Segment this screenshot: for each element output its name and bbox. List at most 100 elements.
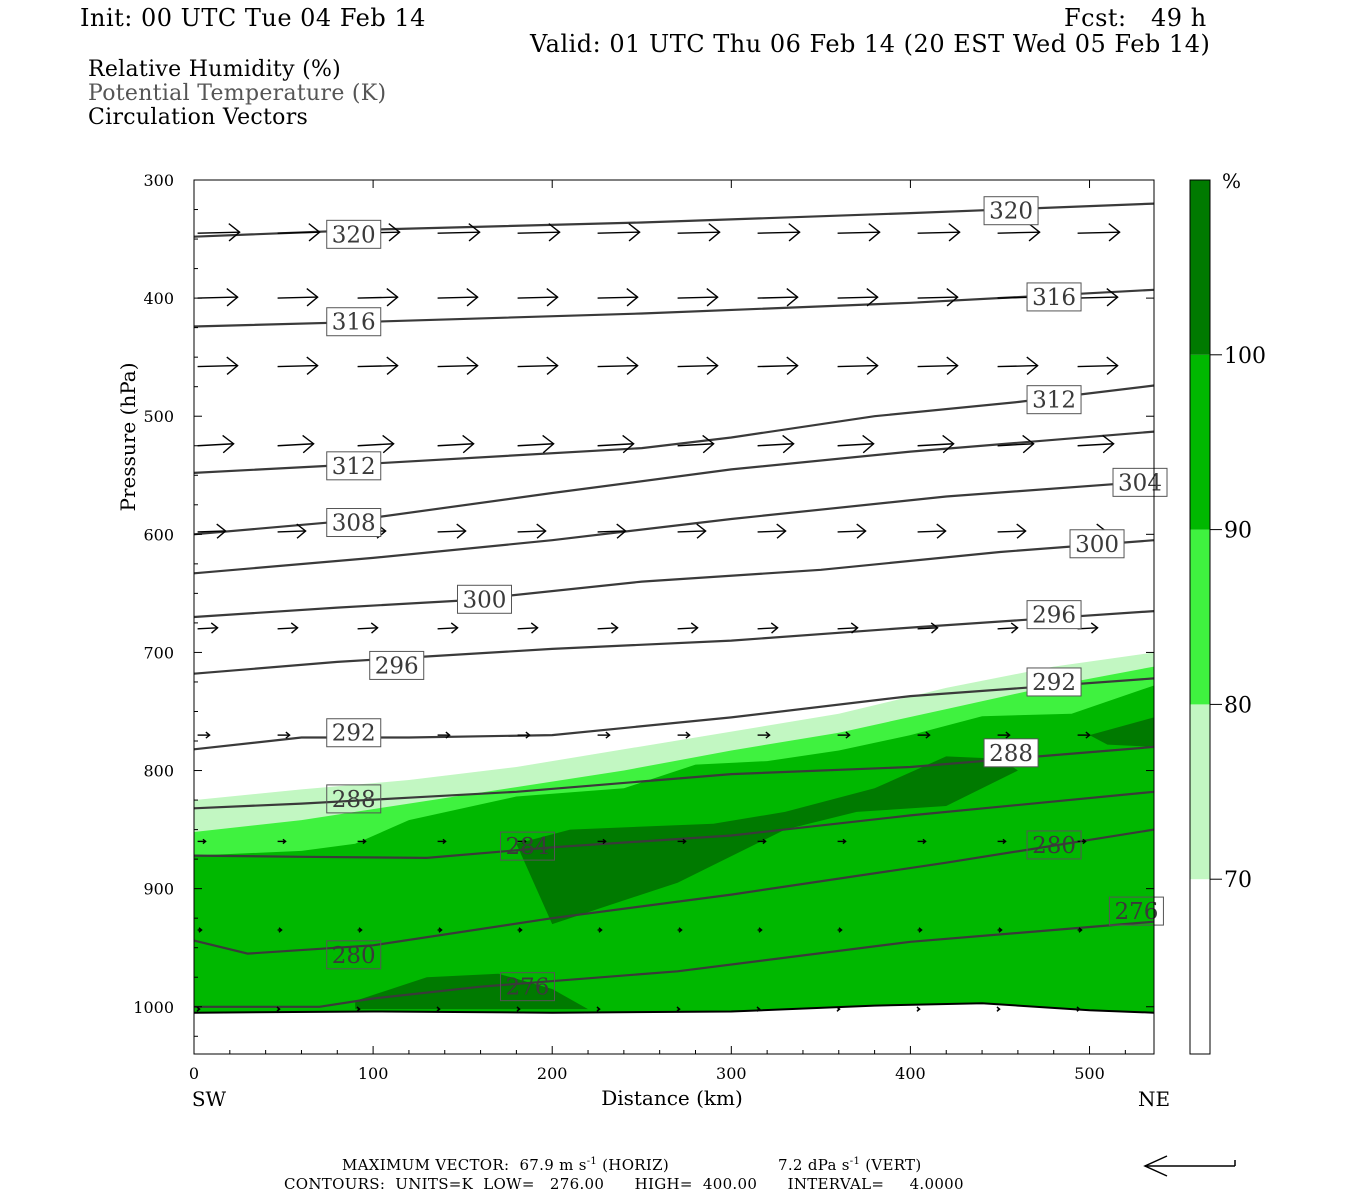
circulation-vector xyxy=(597,288,639,307)
theta-label-box xyxy=(983,738,1039,768)
circulation-vector xyxy=(837,434,875,454)
colorbar-segment xyxy=(1190,180,1210,355)
circulation-vector xyxy=(197,622,219,634)
circulation-vector xyxy=(677,434,715,454)
theta-label-box xyxy=(1069,529,1125,559)
vert-vector-label: (VERT) xyxy=(865,1156,922,1174)
circulation-vector xyxy=(357,288,399,307)
circulation-vector xyxy=(597,838,607,845)
theta-label: 292 xyxy=(1032,670,1076,696)
circulation-vector xyxy=(357,434,395,454)
max-vector-text: MAXIMUM VECTOR: 67.9 m s-1 (HORIZ) xyxy=(342,1156,669,1174)
circulation-vector xyxy=(757,223,801,242)
theta-contour-280 xyxy=(193,828,1155,955)
circulation-vector xyxy=(997,523,1027,539)
circulation-vector xyxy=(437,622,459,634)
circulation-vector xyxy=(596,1006,601,1012)
x-tick-label: 100 xyxy=(358,1064,389,1083)
theta-label: 308 xyxy=(332,511,376,537)
colorbar-label: 90 xyxy=(1224,519,1252,544)
circulation-vector xyxy=(437,927,443,933)
x-tick-label: 300 xyxy=(716,1064,747,1083)
theta-label-box xyxy=(326,940,382,970)
circulation-vector xyxy=(997,434,1035,454)
colorbar-segment xyxy=(1190,354,1210,530)
forecast-hour: Fcst: 49 h xyxy=(1064,4,1207,32)
circulation-vector xyxy=(917,288,959,307)
theta-contour-300 xyxy=(193,539,1155,619)
circulation-vector xyxy=(197,434,235,454)
circulation-vector xyxy=(197,223,241,242)
circulation-vector xyxy=(597,223,641,242)
circulation-vector xyxy=(997,356,1039,375)
circulation-vector xyxy=(277,622,299,634)
circulation-vector xyxy=(757,288,799,307)
right-end-label: NE xyxy=(1138,1087,1170,1111)
circulation-vector xyxy=(1077,838,1087,845)
rh-saturated-core-2 xyxy=(1089,717,1154,747)
theta-label-box xyxy=(326,219,382,249)
theta-label-box xyxy=(326,508,382,538)
circulation-vector xyxy=(1077,223,1121,242)
colorbar-segment xyxy=(1190,879,1210,1054)
colorbar-label: 70 xyxy=(1224,868,1252,893)
circulation-vector xyxy=(917,731,931,739)
circulation-vector xyxy=(517,523,547,539)
circulation-vector xyxy=(437,356,479,375)
circulation-vector xyxy=(277,838,287,845)
circulation-vector xyxy=(1077,434,1115,454)
circulation-vector xyxy=(837,223,881,242)
circulation-vector xyxy=(997,927,1003,933)
contours-info: CONTOURS: UNITS=K LOW= 276.00 HIGH= 400.… xyxy=(284,1175,964,1193)
plot-frame xyxy=(193,179,1155,1055)
circulation-vector xyxy=(677,731,691,739)
rh-saturated-core-0 xyxy=(516,756,1018,925)
field-theta-label: Potential Temperature (K) xyxy=(88,81,387,106)
theta-label-box xyxy=(1026,282,1082,312)
circulation-vector xyxy=(597,731,611,739)
y-axis-label: Pressure (hPa) xyxy=(116,363,140,512)
circulation-vector xyxy=(437,523,467,539)
circulation-vector xyxy=(357,356,399,375)
theta-label: 316 xyxy=(1032,285,1076,311)
circulation-vector xyxy=(197,356,239,375)
circulation-vector xyxy=(917,838,927,845)
circulation-vector xyxy=(437,731,451,739)
theta-label-box xyxy=(499,831,555,861)
theta-label-box xyxy=(326,718,382,748)
circulation-vector xyxy=(197,731,211,739)
y-tick-label: 500 xyxy=(143,407,174,426)
circulation-vector xyxy=(677,927,683,933)
circulation-vector xyxy=(277,288,319,307)
theta-label: 284 xyxy=(506,834,550,860)
theta-label-box xyxy=(499,972,555,1002)
theta-label: 312 xyxy=(332,454,376,480)
circulation-vector xyxy=(357,838,367,845)
valid-time: Valid: 01 UTC Thu 06 Feb 14 (20 EST Wed … xyxy=(530,30,1211,58)
circulation-vector xyxy=(357,927,363,933)
theta-contour-292 xyxy=(193,677,1155,751)
circulation-vector xyxy=(837,523,867,539)
theta-label: 288 xyxy=(332,787,376,813)
circulation-vector xyxy=(837,288,879,307)
circulation-vector xyxy=(757,523,787,539)
y-tick-label: 300 xyxy=(143,171,174,190)
circulation-vector xyxy=(517,356,559,375)
circulation-vector xyxy=(197,838,207,845)
theta-label-box xyxy=(326,784,382,814)
circulation-vector xyxy=(917,523,947,539)
circulation-vector xyxy=(597,434,635,454)
theta-label: 320 xyxy=(332,222,376,248)
circulation-vector xyxy=(757,927,763,933)
circulation-vector xyxy=(997,731,1011,739)
circulation-vector xyxy=(517,838,527,845)
circulation-vector xyxy=(197,288,239,307)
y-tick-label: 600 xyxy=(143,525,174,544)
left-end-label: SW xyxy=(192,1087,227,1111)
theta-label: 296 xyxy=(1032,603,1076,629)
theta-label: 320 xyxy=(989,199,1033,225)
theta-label: 276 xyxy=(506,975,550,1001)
circulation-vector xyxy=(756,1006,761,1012)
y-tick-label: 400 xyxy=(143,289,174,308)
